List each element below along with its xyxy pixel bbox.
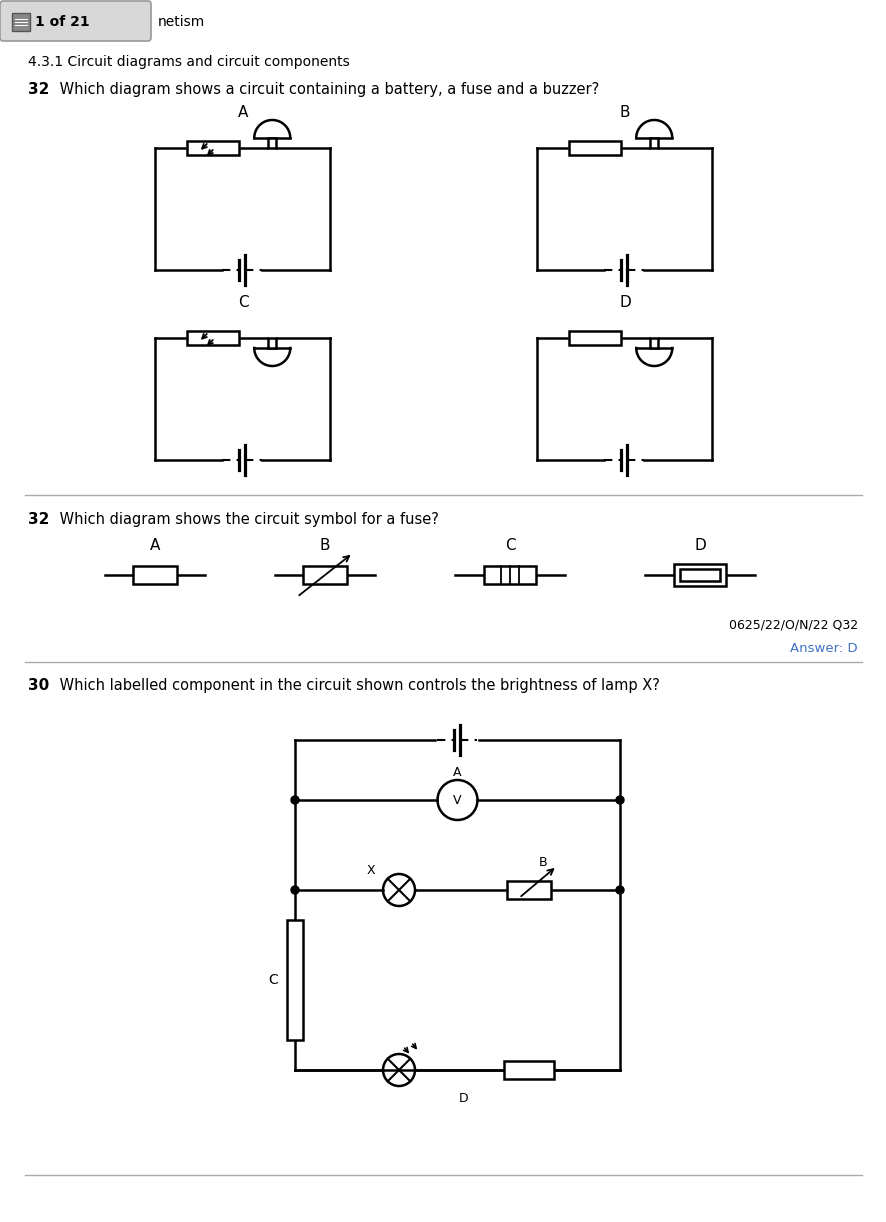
Bar bbox=[268, 338, 276, 348]
Text: B: B bbox=[619, 105, 630, 120]
Bar bbox=[187, 331, 238, 345]
FancyBboxPatch shape bbox=[0, 1, 151, 42]
Text: 30: 30 bbox=[28, 678, 50, 693]
Text: A: A bbox=[150, 538, 160, 554]
Bar bbox=[649, 138, 657, 148]
Circle shape bbox=[615, 886, 623, 895]
Bar bbox=[507, 881, 550, 899]
Text: Which labelled component in the circuit shown controls the brightness of lamp X?: Which labelled component in the circuit … bbox=[55, 678, 659, 693]
Bar bbox=[673, 565, 725, 587]
Text: Answer: D: Answer: D bbox=[789, 642, 857, 655]
Text: B: B bbox=[538, 855, 547, 869]
Bar bbox=[12, 13, 30, 31]
Bar bbox=[503, 1061, 554, 1079]
Circle shape bbox=[291, 796, 299, 804]
Text: V: V bbox=[453, 793, 462, 807]
Text: C: C bbox=[504, 538, 515, 554]
Bar bbox=[680, 569, 719, 580]
Bar bbox=[268, 138, 276, 148]
Text: netism: netism bbox=[158, 15, 205, 29]
Bar bbox=[568, 141, 620, 155]
Bar bbox=[568, 331, 620, 345]
Text: 32: 32 bbox=[28, 82, 50, 97]
Circle shape bbox=[291, 886, 299, 895]
Text: D: D bbox=[694, 538, 705, 554]
Bar bbox=[287, 920, 303, 1040]
Text: A: A bbox=[453, 765, 462, 778]
Bar bbox=[484, 566, 535, 584]
Bar bbox=[649, 338, 657, 348]
Text: C: C bbox=[268, 973, 277, 987]
Text: C: C bbox=[237, 295, 248, 310]
Text: 32: 32 bbox=[28, 512, 50, 527]
Text: D: D bbox=[459, 1091, 469, 1105]
Text: Which diagram shows a circuit containing a battery, a fuse and a buzzer?: Which diagram shows a circuit containing… bbox=[55, 82, 599, 97]
Text: Which diagram shows the circuit symbol for a fuse?: Which diagram shows the circuit symbol f… bbox=[55, 512, 439, 527]
Circle shape bbox=[615, 796, 623, 804]
Text: B: B bbox=[319, 538, 330, 554]
Text: X: X bbox=[366, 864, 375, 876]
Bar bbox=[187, 141, 238, 155]
Text: 0625/22/O/N/22 Q32: 0625/22/O/N/22 Q32 bbox=[728, 618, 857, 631]
Text: 4.3.1 Circuit diagrams and circuit components: 4.3.1 Circuit diagrams and circuit compo… bbox=[28, 55, 349, 68]
Text: 1 of 21: 1 of 21 bbox=[35, 15, 89, 29]
Bar bbox=[303, 566, 346, 584]
Bar bbox=[133, 566, 177, 584]
Text: D: D bbox=[618, 295, 630, 310]
Text: A: A bbox=[237, 105, 248, 120]
